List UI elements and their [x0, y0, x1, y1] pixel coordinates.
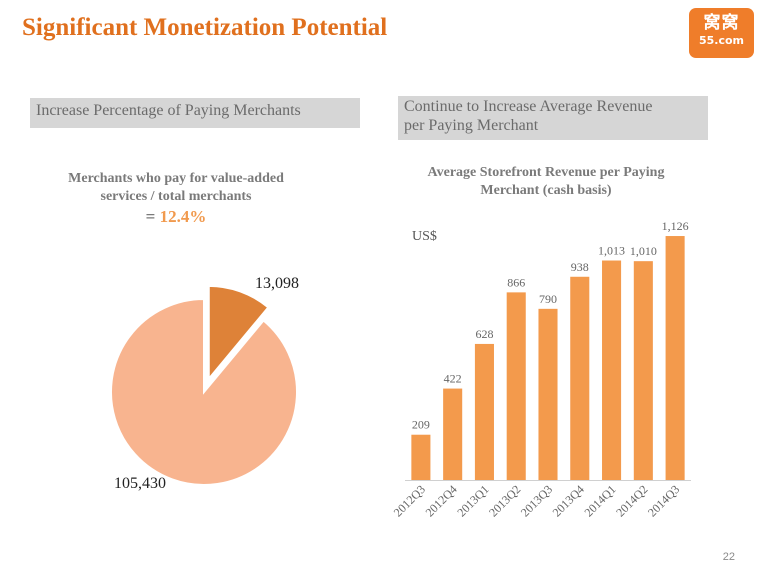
bar-category-label: 2012Q3: [391, 482, 428, 519]
bar-2013Q2: [506, 292, 526, 480]
logo-chinese-text: 窝窝: [703, 13, 740, 33]
bar-category-label: 2014Q2: [613, 482, 650, 519]
bar-2014Q2: [633, 261, 653, 480]
paying-ratio-label-line2: services / total merchants: [100, 189, 252, 204]
bar-chart-title: Average Storefront Revenue per Paying Me…: [398, 164, 694, 200]
bar-category-label: 2012Q4: [423, 482, 460, 519]
bar-chart-title-line2: Merchant (cash basis): [480, 183, 612, 198]
paying-ratio-equals: =: [145, 207, 160, 226]
left-section-banner: Increase Percentage of Paying Merchants: [30, 98, 360, 128]
bar-value-label: 1,013: [598, 244, 625, 258]
bar-2014Q3: [665, 236, 685, 480]
right-banner-line2: per Paying Merchant: [404, 117, 539, 134]
bar-value-label: 209: [412, 418, 430, 432]
page-number: 22: [722, 551, 735, 563]
right-section-banner: Continue to Increase Average Revenue per…: [398, 96, 708, 140]
bar-2012Q3: [411, 434, 431, 480]
bar-2012Q4: [443, 388, 463, 480]
paying-ratio-label: Merchants who pay for value-added servic…: [36, 170, 316, 206]
bar-value-label: 790: [539, 292, 557, 306]
bar-value-label: 938: [571, 260, 589, 274]
bar-category-label: 2014Q3: [645, 482, 682, 519]
bar-chart-title-line1: Average Storefront Revenue per Paying: [427, 165, 665, 180]
brand-logo: 窝窝 55.com: [689, 8, 754, 58]
bar-category-label: 2013Q2: [486, 482, 523, 519]
bar-category-label: 2013Q3: [518, 482, 555, 519]
bar-value-label: 628: [475, 327, 493, 341]
paying-ratio-value: 12.4%: [159, 207, 207, 226]
bar-category-label: 2013Q1: [454, 482, 491, 519]
bar-2014Q1: [602, 260, 622, 480]
bar-2013Q4: [570, 276, 590, 480]
paying-ratio: = 12.4%: [36, 207, 316, 227]
logo-domain-text: 55.com: [698, 34, 745, 47]
pie-label-non-paying: 105,430: [114, 475, 166, 492]
right-banner-line1: Continue to Increase Average Revenue: [404, 98, 653, 115]
bar-value-label: 1,126: [662, 219, 689, 233]
bar-category-label: 2013Q4: [550, 482, 587, 519]
paying-ratio-label-line1: Merchants who pay for value-added: [68, 171, 284, 186]
bar-2013Q3: [538, 308, 558, 480]
bar-value-label: 422: [444, 372, 462, 386]
bar-2013Q1: [474, 343, 494, 480]
page-title: Significant Monetization Potential: [22, 14, 388, 41]
bar-category-label: 2014Q1: [581, 482, 618, 519]
pie-slice-paying: [207, 284, 270, 382]
bar-value-label: 1,010: [630, 244, 657, 258]
pie-label-paying: 13,098: [255, 275, 299, 292]
bar-value-label: 866: [507, 275, 525, 289]
pie-slice-non-paying: [110, 297, 298, 486]
bar-chart-unit-label: US$: [412, 229, 437, 244]
